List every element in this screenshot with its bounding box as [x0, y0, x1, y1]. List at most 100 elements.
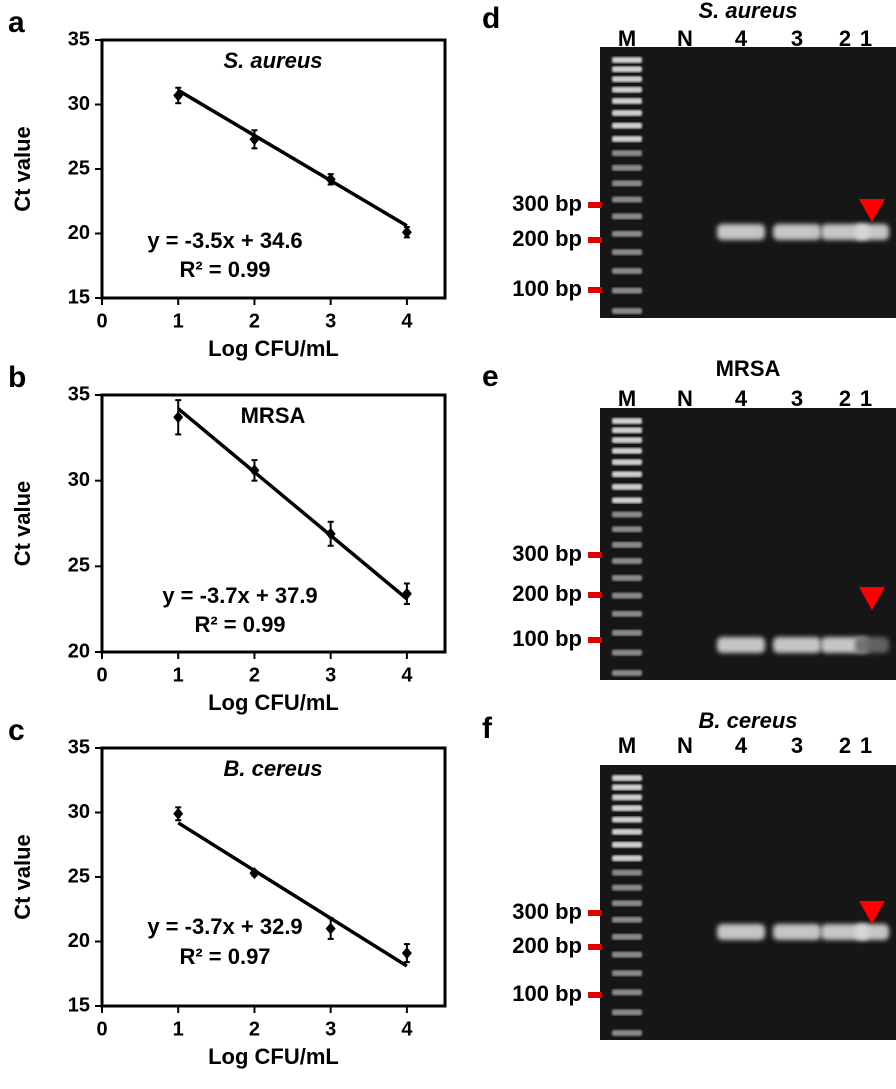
- ladder-band: [612, 784, 642, 791]
- ladder-band: [612, 308, 642, 314]
- lane-label: 4: [735, 386, 748, 411]
- plot-frame: [100, 746, 447, 1008]
- ladder-band: [612, 526, 642, 533]
- lane-label: 1: [860, 26, 872, 51]
- marker-tick: [588, 552, 602, 558]
- marker-label: 300 bp: [512, 191, 582, 216]
- sample-band: [717, 637, 765, 653]
- plot-frame: [100, 393, 447, 654]
- x-tick-label: 3: [325, 664, 336, 686]
- sample-band: [773, 924, 821, 940]
- sample-band: [773, 637, 821, 653]
- equation: y = -3.7x + 37.9: [162, 583, 317, 608]
- ladder-band: [612, 916, 642, 923]
- sample-band: [773, 224, 821, 240]
- r-squared: R² = 0.99: [194, 612, 285, 637]
- x-tick-label: 1: [173, 664, 184, 686]
- ladder-band: [612, 109, 642, 116]
- x-tick-label: 3: [325, 310, 336, 332]
- point: [173, 411, 184, 424]
- point: [401, 226, 412, 239]
- ladder-band: [612, 427, 642, 434]
- ladder-band: [612, 629, 642, 636]
- y-tick-label: 35: [68, 28, 90, 50]
- marker-tick: [588, 992, 602, 998]
- y-axis-label: Ct value: [10, 834, 35, 920]
- lane-label: 3: [791, 386, 803, 411]
- r-squared: R² = 0.99: [179, 257, 270, 282]
- ladder-band: [612, 511, 642, 518]
- arrowhead: [859, 587, 885, 610]
- y-axis-label: Ct value: [10, 481, 35, 567]
- panel-label: d: [482, 2, 500, 35]
- ladder-band: [612, 122, 642, 129]
- sample-band: [855, 224, 889, 240]
- ladder-band: [612, 164, 642, 171]
- point: [173, 89, 184, 102]
- ladder-band: [612, 933, 642, 940]
- ladder-band: [612, 558, 642, 565]
- r-squared: R² = 0.97: [179, 944, 270, 969]
- x-tick-label: 2: [249, 1018, 260, 1040]
- ladder-band: [612, 541, 642, 548]
- ladder-band: [612, 1030, 642, 1036]
- y-tick-label: 15: [68, 286, 90, 308]
- chart-title: S. aureus: [223, 48, 322, 73]
- x-tick-label: 4: [401, 1018, 413, 1040]
- marker-label: 100 bp: [512, 626, 582, 651]
- gel-image: [600, 765, 896, 1040]
- x-tick-label: 4: [401, 664, 413, 686]
- point: [401, 587, 412, 600]
- point: [325, 922, 336, 935]
- lane-label: 3: [791, 733, 803, 758]
- ladder-band: [612, 805, 642, 812]
- y-tick-label: 35: [68, 383, 90, 405]
- arrowhead: [859, 901, 885, 924]
- ladder-band: [612, 497, 642, 504]
- point: [249, 867, 260, 880]
- y-tick-label: 25: [68, 865, 90, 887]
- ladder-band: [612, 816, 642, 823]
- ladder-band: [612, 794, 642, 801]
- ladder-band: [612, 900, 642, 907]
- chart-title: MRSA: [241, 403, 306, 428]
- marker-tick: [588, 287, 602, 293]
- ladder-band: [612, 180, 642, 187]
- ladder-band: [612, 989, 642, 996]
- ladder-band: [612, 66, 642, 73]
- marker-label: 200 bp: [512, 933, 582, 958]
- y-tick-label: 35: [68, 736, 90, 758]
- ladder-band: [612, 57, 642, 63]
- marker-label: 300 bp: [512, 541, 582, 566]
- sample-band: [717, 224, 765, 240]
- ladder-band: [612, 869, 642, 876]
- marker-label: 100 bp: [512, 276, 582, 301]
- ladder-band: [612, 855, 642, 862]
- x-tick-label: 0: [96, 310, 107, 332]
- ladder-band: [612, 196, 642, 203]
- ladder-band: [612, 884, 642, 891]
- marker-tick: [588, 202, 602, 208]
- y-tick-label: 30: [68, 469, 90, 491]
- x-tick-label: 2: [249, 664, 260, 686]
- x-tick-label: 0: [96, 664, 107, 686]
- x-axis-label: Log CFU/mL: [208, 336, 339, 361]
- point: [325, 527, 336, 540]
- y-tick-label: 30: [68, 93, 90, 115]
- equation: y = -3.5x + 34.6: [147, 228, 302, 253]
- equation: y = -3.7x + 32.9: [147, 914, 302, 939]
- sample-band: [855, 924, 889, 940]
- ladder-band: [612, 97, 642, 104]
- x-axis-label: Log CFU/mL: [208, 1044, 339, 1069]
- ladder-band: [612, 136, 642, 143]
- gel-image: [600, 47, 896, 318]
- ladder-band: [612, 951, 642, 958]
- ladder-band: [612, 970, 642, 977]
- marker-tick: [588, 910, 602, 916]
- ladder-band: [612, 828, 642, 835]
- gel-title: S. aureus: [698, 0, 797, 23]
- trend-line: [177, 821, 408, 968]
- panel-label: f: [482, 712, 493, 745]
- point: [401, 947, 412, 960]
